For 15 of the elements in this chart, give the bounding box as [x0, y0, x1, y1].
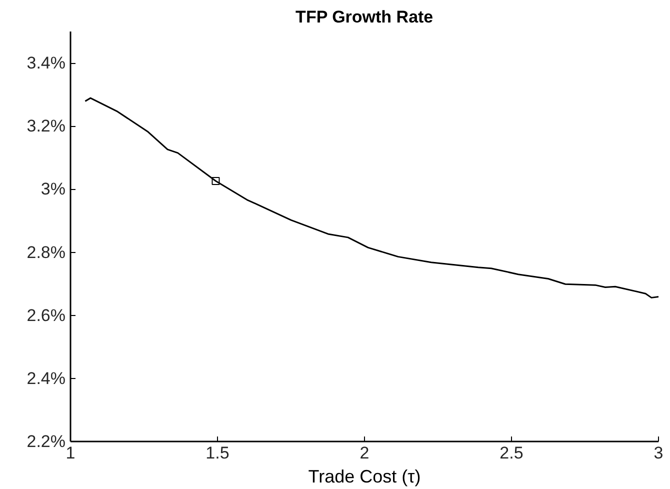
- x-tick-label: 2.5: [500, 444, 524, 462]
- x-tick-label: 2: [360, 444, 370, 462]
- x-tick-label: 1.5: [206, 444, 230, 462]
- y-tick-label: 3%: [40, 180, 66, 199]
- x-axis-title: Trade Cost (τ): [308, 466, 421, 486]
- chart-title: TFP Growth Rate: [296, 8, 434, 26]
- line-series: [84, 97, 658, 298]
- y-tick-label: 3.4%: [26, 54, 66, 73]
- y-tick-label: 2.6%: [26, 306, 66, 325]
- y-tick-label: 2.8%: [26, 242, 66, 262]
- y-tick-label: 2.4%: [26, 368, 66, 388]
- x-tick-label: 3: [654, 444, 664, 462]
- y-tick-label: 2.2%: [26, 432, 66, 451]
- y-tick-label: 3.2%: [26, 116, 66, 136]
- x-tick-label: 1: [66, 444, 76, 462]
